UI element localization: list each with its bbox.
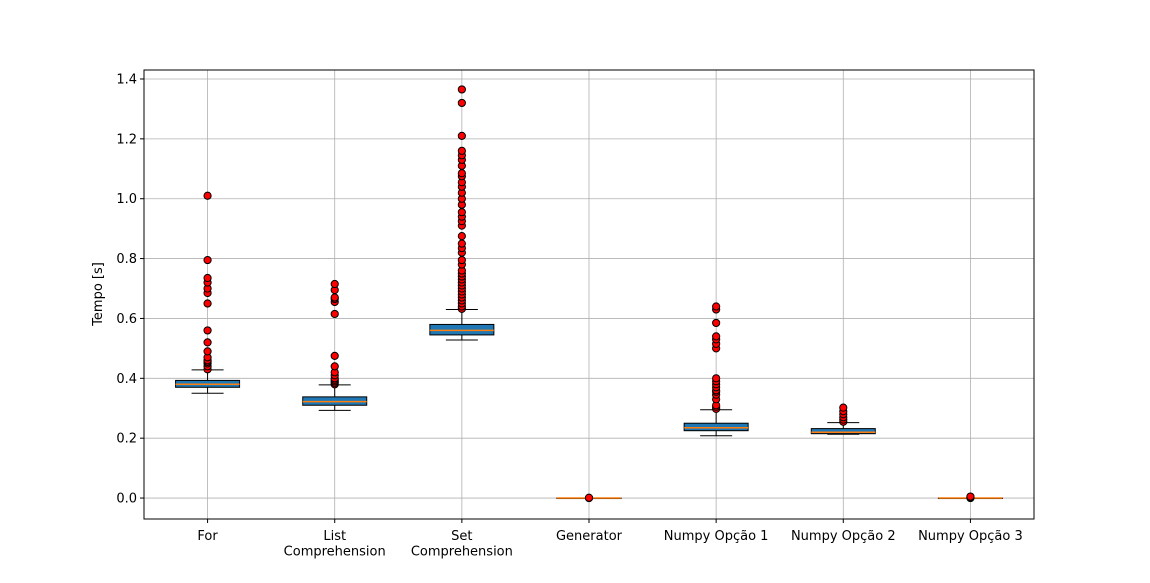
x-tick-label: Numpy Opção 3 — [918, 529, 1023, 544]
y-tick-label: 1.2 — [116, 132, 137, 147]
outlier-point — [457, 146, 466, 155]
x-tick-label: Numpy Opção 2 — [791, 529, 896, 544]
y-tick-label: 0.6 — [116, 312, 137, 327]
y-tick-label: 0.4 — [116, 372, 137, 387]
outlier-point — [330, 309, 339, 319]
box-group — [429, 85, 495, 341]
y-tick-label: 0.2 — [116, 432, 137, 447]
outlier-point — [203, 273, 212, 283]
y-axis-title: Tempo [s] — [91, 262, 106, 327]
box-group — [683, 302, 749, 437]
outlier-point — [457, 131, 466, 140]
outlier-point — [203, 347, 212, 356]
outlier-point — [457, 169, 466, 178]
outlier-point — [457, 232, 466, 241]
outlier-point — [712, 374, 721, 383]
outlier-point — [839, 403, 848, 412]
outlier-point — [712, 318, 721, 328]
outlier-point — [330, 279, 339, 289]
outlier-point — [712, 332, 721, 341]
x-tick-label: Numpy Opção 1 — [664, 529, 769, 544]
y-tick-label: 1.4 — [116, 72, 137, 87]
outlier-point — [203, 338, 212, 347]
outlier-point — [966, 492, 975, 501]
outlier-point — [457, 255, 466, 265]
x-tick-label: Generator — [556, 529, 623, 544]
outlier-point — [712, 302, 721, 311]
box-group — [810, 403, 876, 435]
box-iqr — [810, 428, 876, 435]
outlier-point — [203, 191, 212, 200]
outlier-point — [330, 351, 339, 360]
y-tick-label: 0.0 — [116, 492, 137, 507]
x-tick-label: Comprehension — [411, 545, 513, 560]
box-group — [302, 279, 368, 411]
box-layer — [175, 85, 1003, 503]
outlier-point — [584, 493, 594, 502]
box-group — [175, 191, 241, 394]
x-tick-label: Set — [451, 529, 472, 544]
outlier-point — [330, 362, 339, 371]
outlier-point — [203, 326, 212, 335]
outlier-point — [457, 98, 466, 108]
outlier-point — [203, 299, 212, 308]
outlier-point — [457, 208, 466, 217]
outlier-point — [330, 293, 339, 302]
outlier-point — [203, 255, 212, 265]
x-tick-label: Comprehension — [284, 545, 386, 560]
box-group — [937, 492, 1003, 503]
x-tick-label: List — [323, 529, 346, 544]
y-tick-label: 1.0 — [116, 192, 137, 207]
outlier-point — [457, 85, 466, 94]
y-tick-label: 0.8 — [116, 252, 137, 267]
x-tick-label: For — [197, 529, 218, 544]
outlier-point — [457, 239, 466, 248]
box-group — [556, 493, 622, 503]
